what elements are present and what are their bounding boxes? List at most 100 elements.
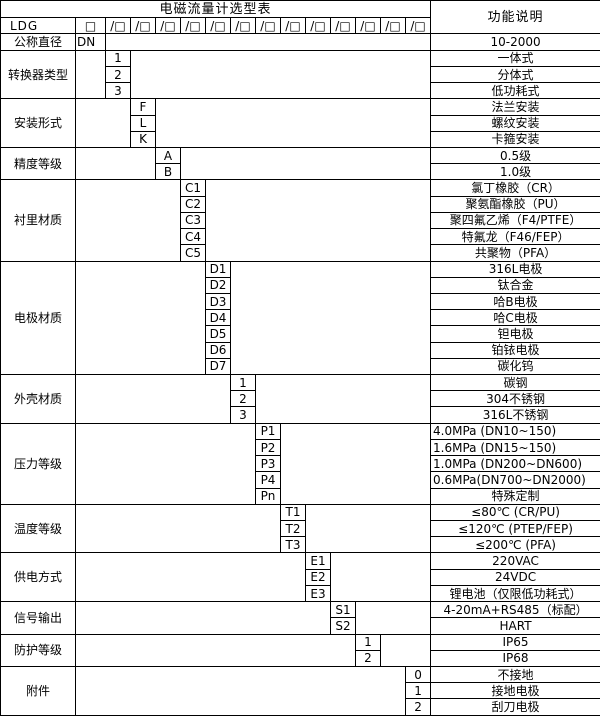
empty-cell <box>254 374 432 424</box>
function-cell: 卡箍安装 <box>430 130 600 148</box>
empty-cell <box>304 503 432 554</box>
code-slot: /□ <box>330 17 356 35</box>
function-cell: 24VDC <box>430 568 600 586</box>
code-cell: 1 <box>230 374 256 392</box>
empty-cell <box>75 665 406 716</box>
code-slot: /□ <box>355 17 381 35</box>
empty-cell <box>75 146 156 181</box>
code-cell: T3 <box>280 536 306 554</box>
function-cell: 特殊定制 <box>430 487 600 505</box>
model-code: LDG <box>0 17 76 35</box>
code-cell: P3 <box>255 455 281 473</box>
code-slot: /□ <box>230 17 256 35</box>
function-cell: ≤200℃ (PFA) <box>430 536 600 554</box>
empty-cell <box>75 179 181 262</box>
function-cell: 碳化钨 <box>430 357 600 376</box>
function-cell: 316L不锈钢 <box>430 406 600 424</box>
function-cell: 304不锈钢 <box>430 390 600 408</box>
empty-cell <box>75 260 206 376</box>
function-cell: 螺纹安装 <box>430 114 600 132</box>
code-cell: C3 <box>180 211 206 230</box>
code-slot: /□ <box>305 17 331 35</box>
empty-cell <box>75 503 281 554</box>
code-cell: 1 <box>404 682 432 700</box>
function-cell: 哈C电极 <box>430 309 600 327</box>
code-cell: S2 <box>330 617 356 635</box>
category-label-signal-output: 信号输出 <box>0 601 76 635</box>
function-cell: IP65 <box>430 633 600 651</box>
function-column-header: 功能说明 <box>430 0 600 35</box>
code-cell: C5 <box>180 244 206 262</box>
category-label-electrode-material: 电极材质 <box>0 260 76 376</box>
code-cell: C1 <box>180 179 206 197</box>
code-cell: C4 <box>180 228 206 246</box>
empty-cell <box>75 601 331 635</box>
category-label-installation: 安装形式 <box>0 98 76 148</box>
code-cell: K <box>130 130 156 148</box>
function-cell: ≤120℃ (PTEP/FEP) <box>430 520 600 538</box>
code-slot: /□ <box>205 17 231 35</box>
empty-cell <box>75 49 106 100</box>
code-cell: A <box>155 146 181 165</box>
category-label-pressure-rating: 压力等级 <box>0 422 76 505</box>
code-cell: B <box>155 163 181 181</box>
code-cell: 2 <box>355 649 381 667</box>
function-cell: 氯丁橡胶（CR） <box>430 179 600 197</box>
function-cell: 锂电池（仅限低功耗式） <box>430 584 600 603</box>
code-cell: 2 <box>105 65 131 84</box>
code-cell: 0 <box>404 665 432 684</box>
function-cell: IP68 <box>430 649 600 667</box>
empty-cell <box>154 98 432 148</box>
empty-cell <box>329 552 432 603</box>
code-cell: D6 <box>205 341 231 359</box>
code-cell: S1 <box>330 601 356 619</box>
code-cell: 1 <box>105 49 131 67</box>
code-slot: /□ <box>105 17 131 35</box>
code-cell: DN <box>75 33 106 51</box>
empty-cell <box>75 633 356 667</box>
category-label-accessories: 附件 <box>0 665 76 716</box>
function-cell: 铂铱电极 <box>430 341 600 359</box>
code-cell: P2 <box>255 438 281 457</box>
table-title: 电磁流量计选型表 <box>0 0 432 19</box>
code-cell: D5 <box>205 325 231 343</box>
function-cell: 钛合金 <box>430 276 600 294</box>
code-cell: E3 <box>305 584 331 603</box>
code-slot: /□ <box>180 17 206 35</box>
code-cell: T1 <box>280 503 306 522</box>
code-slot: /□ <box>280 17 306 35</box>
function-cell: 1.6MPa (DN15~150) <box>430 438 600 457</box>
empty-cell <box>204 179 432 262</box>
empty-cell <box>354 601 432 635</box>
category-label-converter-type: 转换器类型 <box>0 49 76 100</box>
code-slot: /□ <box>380 17 406 35</box>
function-cell: 法兰安装 <box>430 98 600 116</box>
empty-cell <box>75 374 231 424</box>
code-slot: /□ <box>255 17 281 35</box>
function-cell: HART <box>430 617 600 635</box>
function-cell: 碳钢 <box>430 374 600 392</box>
function-cell: 钽电极 <box>430 325 600 343</box>
code-cell: P1 <box>255 422 281 440</box>
function-cell: 一体式 <box>430 49 600 67</box>
code-cell: 2 <box>230 390 256 408</box>
code-cell: 2 <box>404 698 432 716</box>
code-cell: L <box>130 114 156 132</box>
code-slot: /□ <box>130 17 156 35</box>
category-label-temperature-rating: 温度等级 <box>0 503 76 554</box>
function-cell: 聚四氟乙烯（F4/PTFE） <box>430 211 600 230</box>
function-cell: 4.0MPa (DN10~150) <box>430 422 600 440</box>
code-cell: F <box>130 98 156 116</box>
category-label-nominal-diameter: 公称直径 <box>0 33 76 51</box>
function-cell: 共聚物（PFA） <box>430 244 600 262</box>
code-cell: 3 <box>105 82 131 100</box>
empty-cell <box>279 422 432 505</box>
function-cell: 1.0级 <box>430 163 600 181</box>
function-cell: 不接地 <box>430 665 600 684</box>
code-cell: 3 <box>230 406 256 424</box>
function-cell: ≤80℃ (CR/PU) <box>430 503 600 522</box>
code-cell: Pn <box>255 487 281 505</box>
code-box: □ <box>75 17 106 35</box>
